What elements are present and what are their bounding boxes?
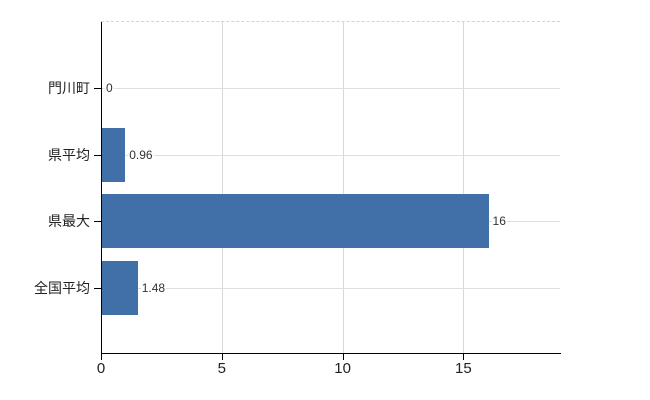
x-axis-line bbox=[101, 353, 561, 354]
y-axis-tick bbox=[94, 287, 101, 289]
bar-value-label: 0.96 bbox=[128, 146, 154, 163]
bar bbox=[102, 260, 138, 315]
y-axis-tick bbox=[94, 154, 101, 156]
bar bbox=[102, 127, 126, 182]
gridline-vertical bbox=[463, 22, 465, 353]
x-axis-tick-label: 10 bbox=[334, 360, 351, 377]
x-axis-tick-label: 0 bbox=[96, 360, 106, 377]
bar-value-label: 16 bbox=[491, 213, 507, 229]
category-label: 全国平均 bbox=[34, 279, 90, 296]
x-axis-tick bbox=[342, 354, 344, 360]
gridline-vertical bbox=[221, 22, 223, 353]
plot-top-border bbox=[101, 21, 560, 22]
x-axis-tick-label: 5 bbox=[217, 360, 226, 377]
bar-value-label: 1.48 bbox=[140, 279, 167, 296]
x-axis-tick bbox=[101, 354, 102, 360]
x-axis-tick bbox=[221, 354, 223, 360]
gridline-horizontal bbox=[101, 154, 560, 156]
x-axis-tick bbox=[463, 354, 465, 360]
gridline-horizontal bbox=[101, 88, 560, 89]
bar bbox=[102, 194, 489, 248]
x-axis-tick-label: 15 bbox=[455, 360, 472, 377]
category-label: 県平均 bbox=[48, 146, 90, 163]
category-label: 県最大 bbox=[48, 213, 90, 229]
bar-value-label: 0 bbox=[105, 80, 114, 96]
plot-area: 0 0.96 16 1.48 bbox=[101, 21, 560, 353]
y-axis-line bbox=[101, 22, 102, 353]
gridline-vertical bbox=[342, 22, 344, 353]
gridline-horizontal bbox=[101, 287, 560, 289]
y-axis-tick bbox=[94, 88, 101, 89]
y-axis-tick bbox=[94, 221, 101, 222]
category-label: 門川町 bbox=[48, 80, 90, 96]
